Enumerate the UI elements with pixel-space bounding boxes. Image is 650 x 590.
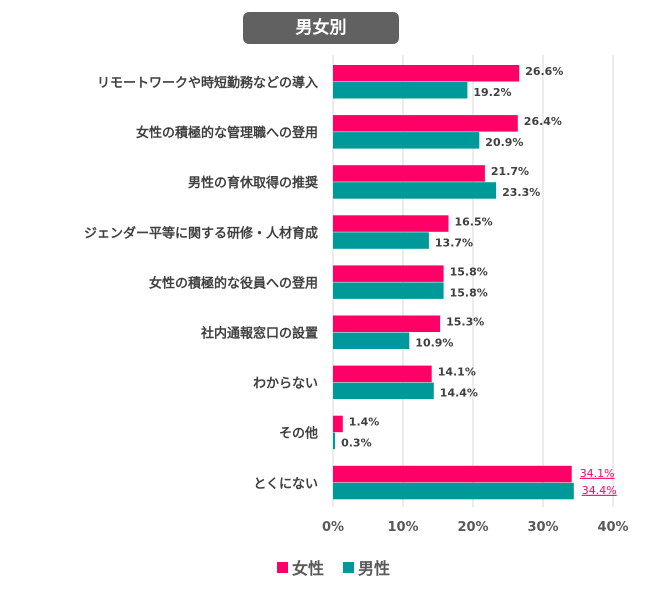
category-label: とくにない	[253, 477, 318, 492]
bar-male	[333, 182, 497, 199]
data-label: 15.3%	[446, 316, 484, 329]
data-label: 23.3%	[502, 186, 540, 199]
x-tick-label: 20%	[457, 520, 488, 535]
category-label: 女性の積極的な管理職への登用	[136, 125, 318, 141]
bar-male	[333, 332, 410, 349]
data-label: 19.2%	[473, 86, 511, 99]
chart-title: 男女別	[243, 12, 399, 44]
bar-female	[333, 315, 441, 332]
data-label: 14.4%	[440, 387, 478, 400]
data-label: 15.8%	[450, 286, 488, 299]
data-label: 15.8%	[450, 265, 488, 278]
bar-male	[333, 482, 574, 500]
data-label: 10.9%	[415, 337, 453, 350]
data-label: 0.3%	[341, 437, 372, 450]
data-label: 14.1%	[438, 366, 476, 379]
data-label: 16.5%	[455, 215, 493, 228]
legend-swatch-female	[277, 562, 288, 573]
category-label: ジェンダー平等に関する研修・人材育成	[84, 225, 318, 241]
bar-male	[333, 232, 429, 249]
data-label: 13.7%	[435, 236, 473, 249]
category-label: その他	[279, 426, 318, 442]
bar-female	[333, 115, 518, 132]
bar-male	[333, 382, 434, 400]
bar-female	[333, 365, 432, 383]
bar-female	[333, 215, 449, 232]
x-tick-label: 10%	[387, 520, 418, 535]
bar-male	[333, 282, 444, 299]
x-tick-label: 0%	[322, 520, 344, 535]
data-label: 34.1%	[580, 467, 615, 480]
x-tick-label: 40%	[597, 520, 628, 535]
category-label: リモートワークや時短勤務などの導入	[97, 75, 318, 91]
data-label: 1.4%	[349, 416, 380, 429]
legend-swatch-male	[343, 562, 354, 573]
legend-label: 男性	[358, 559, 390, 578]
bar-male	[333, 432, 336, 450]
data-label: 21.7%	[491, 165, 529, 178]
category-label: 女性の積極的な役員への登用	[149, 275, 318, 291]
bar-male	[333, 82, 468, 99]
x-tick-label: 30%	[527, 520, 558, 535]
category-label: 社内通報窓口の設置	[200, 326, 318, 342]
data-label: 20.9%	[485, 136, 523, 149]
data-label: 34.4%	[582, 484, 617, 497]
bar-female	[333, 165, 485, 182]
legend-label: 女性	[292, 559, 324, 578]
category-label: 男性の育休取得の推奨	[188, 175, 319, 191]
bar-female	[333, 415, 343, 433]
data-label: 26.4%	[524, 115, 562, 128]
bar-female	[333, 265, 444, 282]
bar-female	[333, 465, 572, 483]
data-label: 26.6%	[525, 65, 563, 78]
bar-male	[333, 132, 480, 149]
bar-female	[333, 65, 520, 82]
category-label: わからない	[253, 377, 318, 392]
